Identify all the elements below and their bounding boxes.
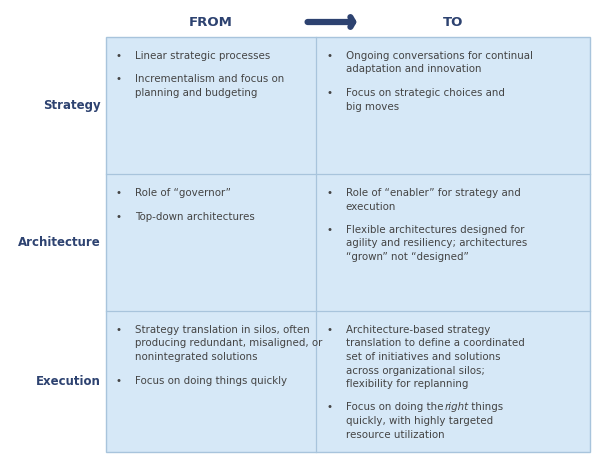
- Text: Focus on doing things quickly: Focus on doing things quickly: [135, 375, 287, 385]
- Text: things: things: [468, 403, 503, 412]
- Text: nonintegrated solutions: nonintegrated solutions: [135, 352, 258, 362]
- Text: Role of “governor”: Role of “governor”: [135, 188, 231, 198]
- Text: Focus on doing the: Focus on doing the: [346, 403, 446, 412]
- Text: •: •: [116, 51, 122, 61]
- Text: Top-down architectures: Top-down architectures: [135, 212, 255, 221]
- Text: set of initiatives and solutions: set of initiatives and solutions: [346, 352, 500, 362]
- Text: Strategy translation in silos, often: Strategy translation in silos, often: [135, 325, 310, 335]
- Text: Strategy: Strategy: [43, 99, 101, 112]
- Text: TO: TO: [443, 15, 463, 28]
- Text: •: •: [116, 188, 122, 198]
- Text: •: •: [116, 212, 122, 221]
- Text: •: •: [326, 225, 332, 235]
- Text: big moves: big moves: [346, 101, 399, 112]
- Text: quickly, with highly targeted: quickly, with highly targeted: [346, 416, 493, 426]
- Text: •: •: [116, 375, 122, 385]
- Text: planning and budgeting: planning and budgeting: [135, 88, 257, 98]
- Text: Flexible architectures designed for: Flexible architectures designed for: [346, 225, 524, 235]
- Text: Incrementalism and focus on: Incrementalism and focus on: [135, 75, 284, 85]
- Text: •: •: [326, 88, 332, 98]
- Text: producing redundant, misaligned, or: producing redundant, misaligned, or: [135, 339, 323, 348]
- Text: •: •: [116, 75, 122, 85]
- Text: Ongoing conversations for continual: Ongoing conversations for continual: [346, 51, 533, 61]
- Text: execution: execution: [346, 201, 396, 212]
- Text: resource utilization: resource utilization: [346, 430, 444, 439]
- Text: FROM: FROM: [189, 15, 233, 28]
- Text: Role of “enabler” for strategy and: Role of “enabler” for strategy and: [346, 188, 520, 198]
- Text: “grown” not “designed”: “grown” not “designed”: [346, 252, 469, 262]
- Text: •: •: [326, 403, 332, 412]
- Text: •: •: [326, 51, 332, 61]
- Text: •: •: [326, 188, 332, 198]
- FancyBboxPatch shape: [106, 37, 590, 452]
- Text: agility and resiliency; architectures: agility and resiliency; architectures: [346, 239, 527, 248]
- Text: •: •: [326, 325, 332, 335]
- Text: Architecture: Architecture: [19, 236, 101, 249]
- Text: right: right: [444, 403, 469, 412]
- Text: flexibility for replanning: flexibility for replanning: [346, 379, 468, 389]
- Text: Execution: Execution: [36, 375, 101, 388]
- Text: •: •: [116, 325, 122, 335]
- Text: Linear strategic processes: Linear strategic processes: [135, 51, 271, 61]
- Text: Focus on strategic choices and: Focus on strategic choices and: [346, 88, 505, 98]
- Text: Architecture-based strategy: Architecture-based strategy: [346, 325, 490, 335]
- Text: translation to define a coordinated: translation to define a coordinated: [346, 339, 524, 348]
- Text: across organizational silos;: across organizational silos;: [346, 366, 485, 375]
- Text: adaptation and innovation: adaptation and innovation: [346, 64, 481, 75]
